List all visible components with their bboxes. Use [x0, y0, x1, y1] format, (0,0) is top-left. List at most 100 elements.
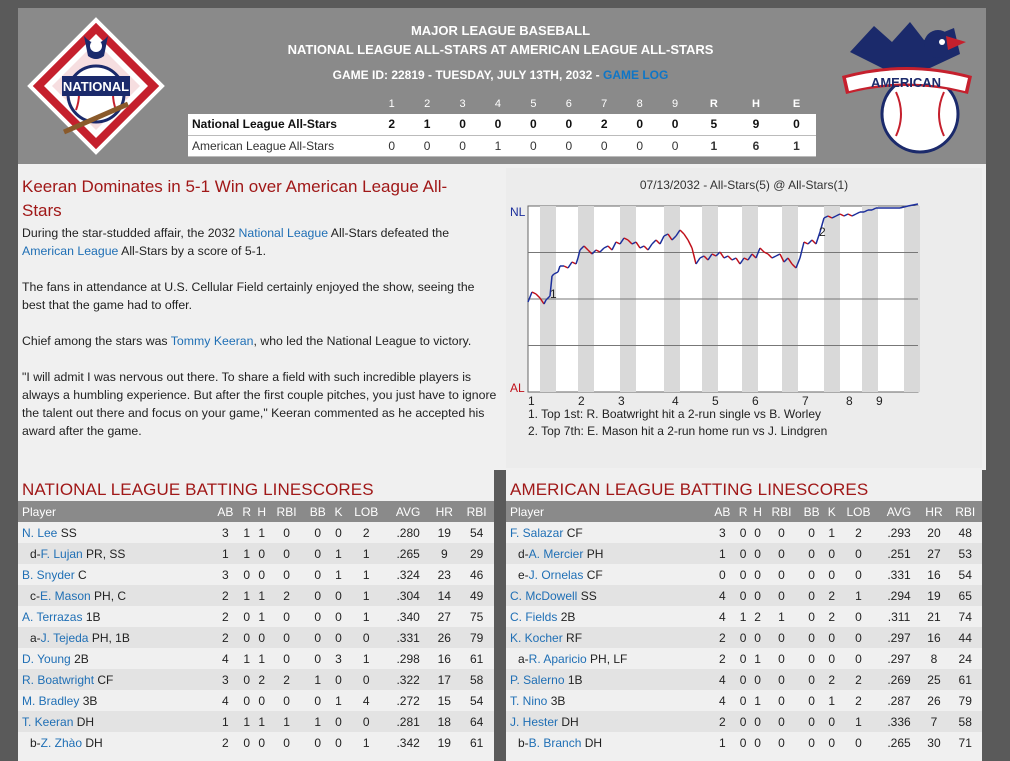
- stat-cell: 0: [243, 609, 251, 624]
- stat-column-header[interactable]: AVG: [386, 501, 430, 522]
- player-column-header[interactable]: Player: [18, 501, 212, 522]
- win-prob-segment: [647, 243, 653, 251]
- stat-column-header[interactable]: RBI: [459, 501, 494, 522]
- linescore-team-header: [188, 94, 374, 114]
- player-name-link[interactable]: F. Salazar: [510, 525, 564, 540]
- inning-score: 2: [374, 114, 410, 136]
- stat-column-header[interactable]: AB: [211, 501, 240, 522]
- stat-cell: 0: [798, 711, 826, 732]
- inning-score: 0: [444, 135, 481, 157]
- player-name-link[interactable]: E. Mason: [40, 588, 91, 603]
- stat-column-header[interactable]: AB: [709, 501, 736, 522]
- win-prob-segment: [579, 245, 585, 251]
- stat-column-header[interactable]: LOB: [838, 501, 879, 522]
- stat-cell: 0: [808, 693, 815, 708]
- stat-cell: 0: [828, 651, 836, 666]
- batting-row: B. Snyder C 3 0 0 0 0 1 1.324 23 46: [18, 564, 494, 585]
- stat-cell: 1: [838, 585, 879, 606]
- stat-cell: 0: [825, 627, 839, 648]
- inning-score: 0: [621, 114, 658, 136]
- stat-column-header[interactable]: H: [254, 501, 270, 522]
- player-position: PR, SS: [86, 546, 126, 561]
- stat-column-header[interactable]: HR: [429, 501, 460, 522]
- player-name-link[interactable]: T. Keeran: [22, 714, 74, 729]
- stat-column-header[interactable]: K: [331, 501, 346, 522]
- stat-cell: 20: [927, 525, 941, 540]
- player-name-link[interactable]: B. Snyder: [22, 567, 75, 582]
- win-prob-segment: [731, 257, 737, 261]
- player-name-link[interactable]: N. Lee: [22, 525, 58, 540]
- player-name-link[interactable]: J. Hester: [510, 714, 559, 729]
- stat-cell: 0: [750, 585, 765, 606]
- stat-column-header[interactable]: RBI: [948, 501, 982, 522]
- stat-column-header[interactable]: BB: [798, 501, 826, 522]
- player-name-link[interactable]: A. Mercier: [528, 546, 584, 561]
- stat-cell: 0: [269, 543, 304, 564]
- stat-cell: 3: [222, 525, 229, 540]
- stat-column-header[interactable]: LOB: [345, 501, 387, 522]
- stat-column-header[interactable]: BB: [303, 501, 332, 522]
- win-prob-segment: [663, 233, 669, 237]
- player-column-header[interactable]: Player: [506, 501, 709, 522]
- stat-cell: 0: [719, 567, 726, 582]
- player-name-link[interactable]: T. Nino: [510, 693, 548, 708]
- win-prob-segment: [643, 245, 649, 251]
- stat-cell: 0: [331, 585, 346, 606]
- player-name-link[interactable]: P. Salerno: [510, 672, 565, 687]
- stat-cell: .293: [887, 525, 911, 540]
- player-name-link[interactable]: Z. Zhào: [40, 735, 83, 750]
- stat-cell: 0: [735, 711, 751, 732]
- game-log-link[interactable]: GAME LOG: [603, 68, 669, 82]
- win-prob-segment: [575, 257, 579, 265]
- stat-cell: 2: [254, 669, 270, 690]
- stat-column-header[interactable]: R: [239, 501, 255, 522]
- stat-column-header[interactable]: H: [750, 501, 765, 522]
- player-position: SS: [60, 525, 77, 540]
- player-name-link[interactable]: A. Terrazas: [22, 609, 83, 624]
- stat-cell: 16: [437, 651, 451, 666]
- batting-row: R. Boatwright CF 3 0 2 2 1 0 0.322 17 58: [18, 669, 494, 690]
- stat-cell: .304: [386, 585, 430, 606]
- stat-column-header[interactable]: AVG: [878, 501, 920, 522]
- player-name-link[interactable]: R. Boatwright: [22, 672, 95, 687]
- stat-column-header[interactable]: R: [735, 501, 751, 522]
- errors-total: 1: [777, 135, 816, 157]
- player-name-link[interactable]: C. Fields: [510, 609, 558, 624]
- header-text: MAJOR LEAGUE BASEBALL NATIONAL LEAGUE AL…: [188, 22, 813, 83]
- stat-cell: 0: [750, 627, 765, 648]
- stat-column-header[interactable]: K: [825, 501, 839, 522]
- win-prob-segment: [703, 255, 709, 261]
- player-name-link[interactable]: B. Branch: [528, 735, 582, 750]
- story-text: All-Stars by a score of 5-1.: [118, 244, 267, 258]
- team-name: American League All-Stars: [188, 135, 374, 157]
- inning-axis-label: 1: [528, 394, 535, 408]
- story-paragraph: The fans in attendance at U.S. Cellular …: [22, 280, 475, 312]
- stat-column-header[interactable]: RBI: [764, 501, 799, 522]
- win-prob-segment: [747, 253, 753, 261]
- player-name-link[interactable]: J. Tejeda: [40, 630, 89, 645]
- stat-column-header[interactable]: HR: [919, 501, 949, 522]
- stat-cell: 0: [335, 525, 342, 540]
- player-name-link[interactable]: K. Kocher: [510, 630, 563, 645]
- national-league-link[interactable]: National League: [238, 226, 329, 240]
- player-cell: B. Snyder C: [18, 564, 212, 585]
- player-name-link[interactable]: F. Lujan: [40, 546, 83, 561]
- win-prob-segment: [679, 229, 685, 235]
- stat-cell: 1: [258, 609, 266, 624]
- american-league-link[interactable]: American League: [22, 244, 119, 258]
- player-link-keeran[interactable]: Tommy Keeran: [170, 334, 254, 348]
- player-name-link[interactable]: M. Bradley: [22, 693, 80, 708]
- win-prob-segment: [659, 235, 665, 245]
- stat-column-header[interactable]: RBI: [269, 501, 304, 522]
- player-position: DH: [85, 735, 103, 750]
- player-name-link[interactable]: C. McDowell: [510, 588, 578, 603]
- player-position: 3B: [550, 693, 566, 708]
- player-name-link[interactable]: R. Aparicio: [528, 651, 587, 666]
- player-name-link[interactable]: D. Young: [22, 651, 71, 666]
- stat-cell: 29: [459, 543, 494, 564]
- inning-header: 2: [424, 98, 431, 110]
- win-prob-segment: [727, 255, 733, 261]
- player-name-link[interactable]: J. Ornelas: [528, 567, 584, 582]
- stat-cell: 1: [254, 711, 270, 732]
- player-position: CF: [566, 525, 583, 540]
